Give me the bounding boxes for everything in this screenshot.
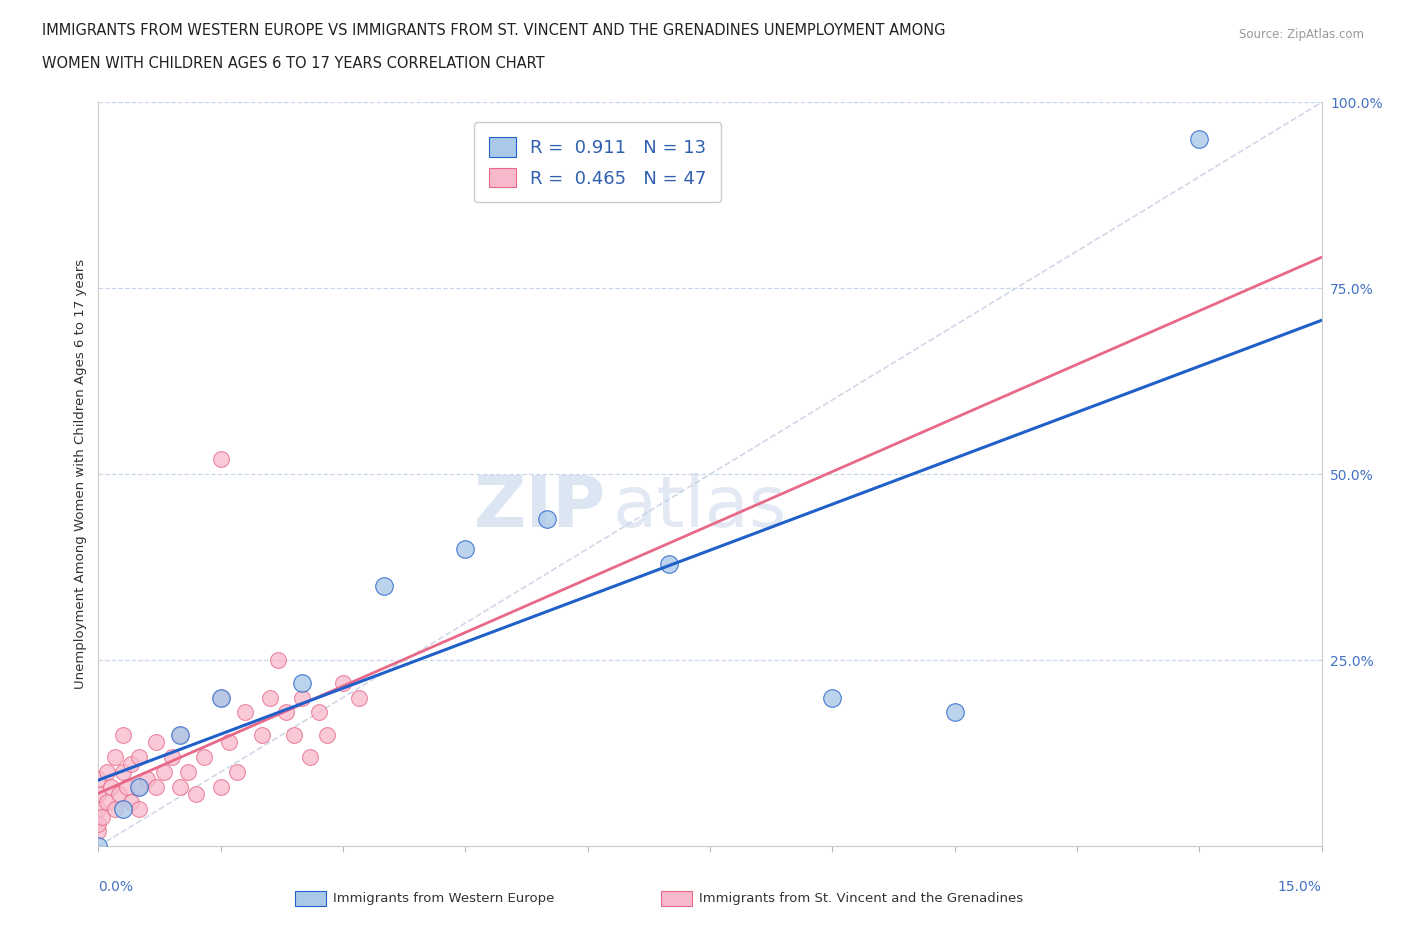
Point xyxy=(536,512,558,526)
Text: WOMEN WITH CHILDREN AGES 6 TO 17 YEARS CORRELATION CHART: WOMEN WITH CHILDREN AGES 6 TO 17 YEARS C… xyxy=(42,56,544,71)
Point xyxy=(120,794,142,809)
Text: ZIP: ZIP xyxy=(474,473,606,542)
Text: Source: ZipAtlas.com: Source: ZipAtlas.com xyxy=(1239,28,1364,41)
Point xyxy=(145,735,167,750)
Text: atlas: atlas xyxy=(612,473,786,542)
Point xyxy=(226,764,249,779)
Y-axis label: Unemployment Among Women with Children Ages 6 to 17 years: Unemployment Among Women with Children A… xyxy=(75,259,87,689)
Point xyxy=(169,779,191,794)
Point xyxy=(128,779,150,794)
Point xyxy=(291,675,314,690)
Legend: R =  0.911   N = 13, R =  0.465   N = 47: R = 0.911 N = 13, R = 0.465 N = 47 xyxy=(474,123,721,202)
Point xyxy=(96,794,118,809)
Point xyxy=(87,802,110,817)
Text: 15.0%: 15.0% xyxy=(1278,880,1322,894)
Point xyxy=(115,779,138,794)
Point xyxy=(152,764,174,779)
Point xyxy=(259,690,281,705)
Point xyxy=(209,452,232,467)
Point xyxy=(111,727,134,742)
Point xyxy=(658,556,681,571)
Point xyxy=(128,750,150,764)
Point xyxy=(96,764,118,779)
Point xyxy=(104,802,127,817)
Point xyxy=(218,735,240,750)
Point xyxy=(193,750,215,764)
Point xyxy=(108,787,131,802)
Point xyxy=(283,727,305,742)
Point xyxy=(111,802,134,817)
Point xyxy=(145,779,167,794)
Text: Immigrants from St. Vincent and the Grenadines: Immigrants from St. Vincent and the Gren… xyxy=(699,892,1024,905)
Point xyxy=(250,727,273,742)
Text: Immigrants from Western Europe: Immigrants from Western Europe xyxy=(333,892,554,905)
Text: IMMIGRANTS FROM WESTERN EUROPE VS IMMIGRANTS FROM ST. VINCENT AND THE GRENADINES: IMMIGRANTS FROM WESTERN EUROPE VS IMMIGR… xyxy=(42,23,946,38)
Point xyxy=(128,779,150,794)
Point xyxy=(87,824,110,839)
Point xyxy=(100,779,122,794)
Text: 0.0%: 0.0% xyxy=(98,880,134,894)
Point xyxy=(91,809,114,824)
Point xyxy=(104,750,127,764)
Point xyxy=(267,653,290,668)
Point xyxy=(111,764,134,779)
Point xyxy=(87,772,110,787)
Point xyxy=(1188,132,1211,147)
Point xyxy=(209,779,232,794)
Point xyxy=(349,690,371,705)
Point xyxy=(274,705,297,720)
Point xyxy=(943,705,966,720)
Point xyxy=(299,750,322,764)
Point xyxy=(120,757,142,772)
Point xyxy=(186,787,208,802)
Point xyxy=(332,675,354,690)
FancyBboxPatch shape xyxy=(295,891,326,906)
Point xyxy=(169,727,191,742)
Point xyxy=(454,541,477,556)
Point xyxy=(136,772,159,787)
Point xyxy=(87,787,110,802)
FancyBboxPatch shape xyxy=(661,891,692,906)
Point xyxy=(87,839,110,854)
Point xyxy=(373,578,395,593)
Point xyxy=(315,727,337,742)
Point xyxy=(233,705,256,720)
Point xyxy=(87,817,110,831)
Point xyxy=(308,705,330,720)
Point xyxy=(177,764,200,779)
Point xyxy=(821,690,844,705)
Point xyxy=(209,690,232,705)
Point xyxy=(209,690,232,705)
Point xyxy=(128,802,150,817)
Point xyxy=(169,727,191,742)
Point xyxy=(160,750,183,764)
Point xyxy=(291,690,314,705)
